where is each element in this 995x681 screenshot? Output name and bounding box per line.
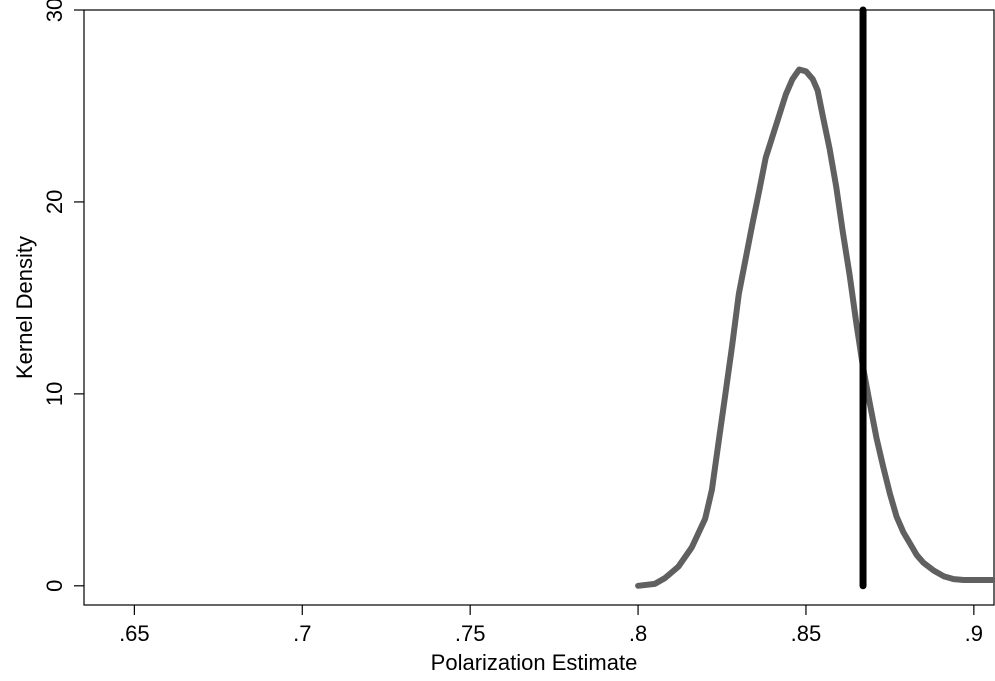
x-tick-label: .8 bbox=[629, 621, 647, 646]
density-curve bbox=[635, 66, 995, 589]
x-tick-label: .85 bbox=[791, 621, 822, 646]
y-tick-label: 20 bbox=[42, 190, 67, 214]
x-axis: .65 .7 .75 .8 .85 .9 bbox=[119, 605, 983, 646]
y-tick-label: 10 bbox=[42, 382, 67, 406]
plot-frame bbox=[83, 9, 995, 606]
x-tick-label: .9 bbox=[965, 621, 983, 646]
x-tick-label: .7 bbox=[293, 621, 311, 646]
x-tick-label: .65 bbox=[119, 621, 150, 646]
y-axis-title: Kernel Density bbox=[12, 236, 37, 379]
plot-border bbox=[83, 9, 995, 606]
y-axis: 0 10 20 30 bbox=[42, 0, 84, 592]
x-axis-title: Polarization Estimate bbox=[431, 650, 638, 675]
y-tick-label: 30 bbox=[42, 0, 67, 22]
series-layer bbox=[635, 66, 995, 589]
x-tick-label: .75 bbox=[455, 621, 486, 646]
y-tick-label: 0 bbox=[42, 580, 67, 592]
